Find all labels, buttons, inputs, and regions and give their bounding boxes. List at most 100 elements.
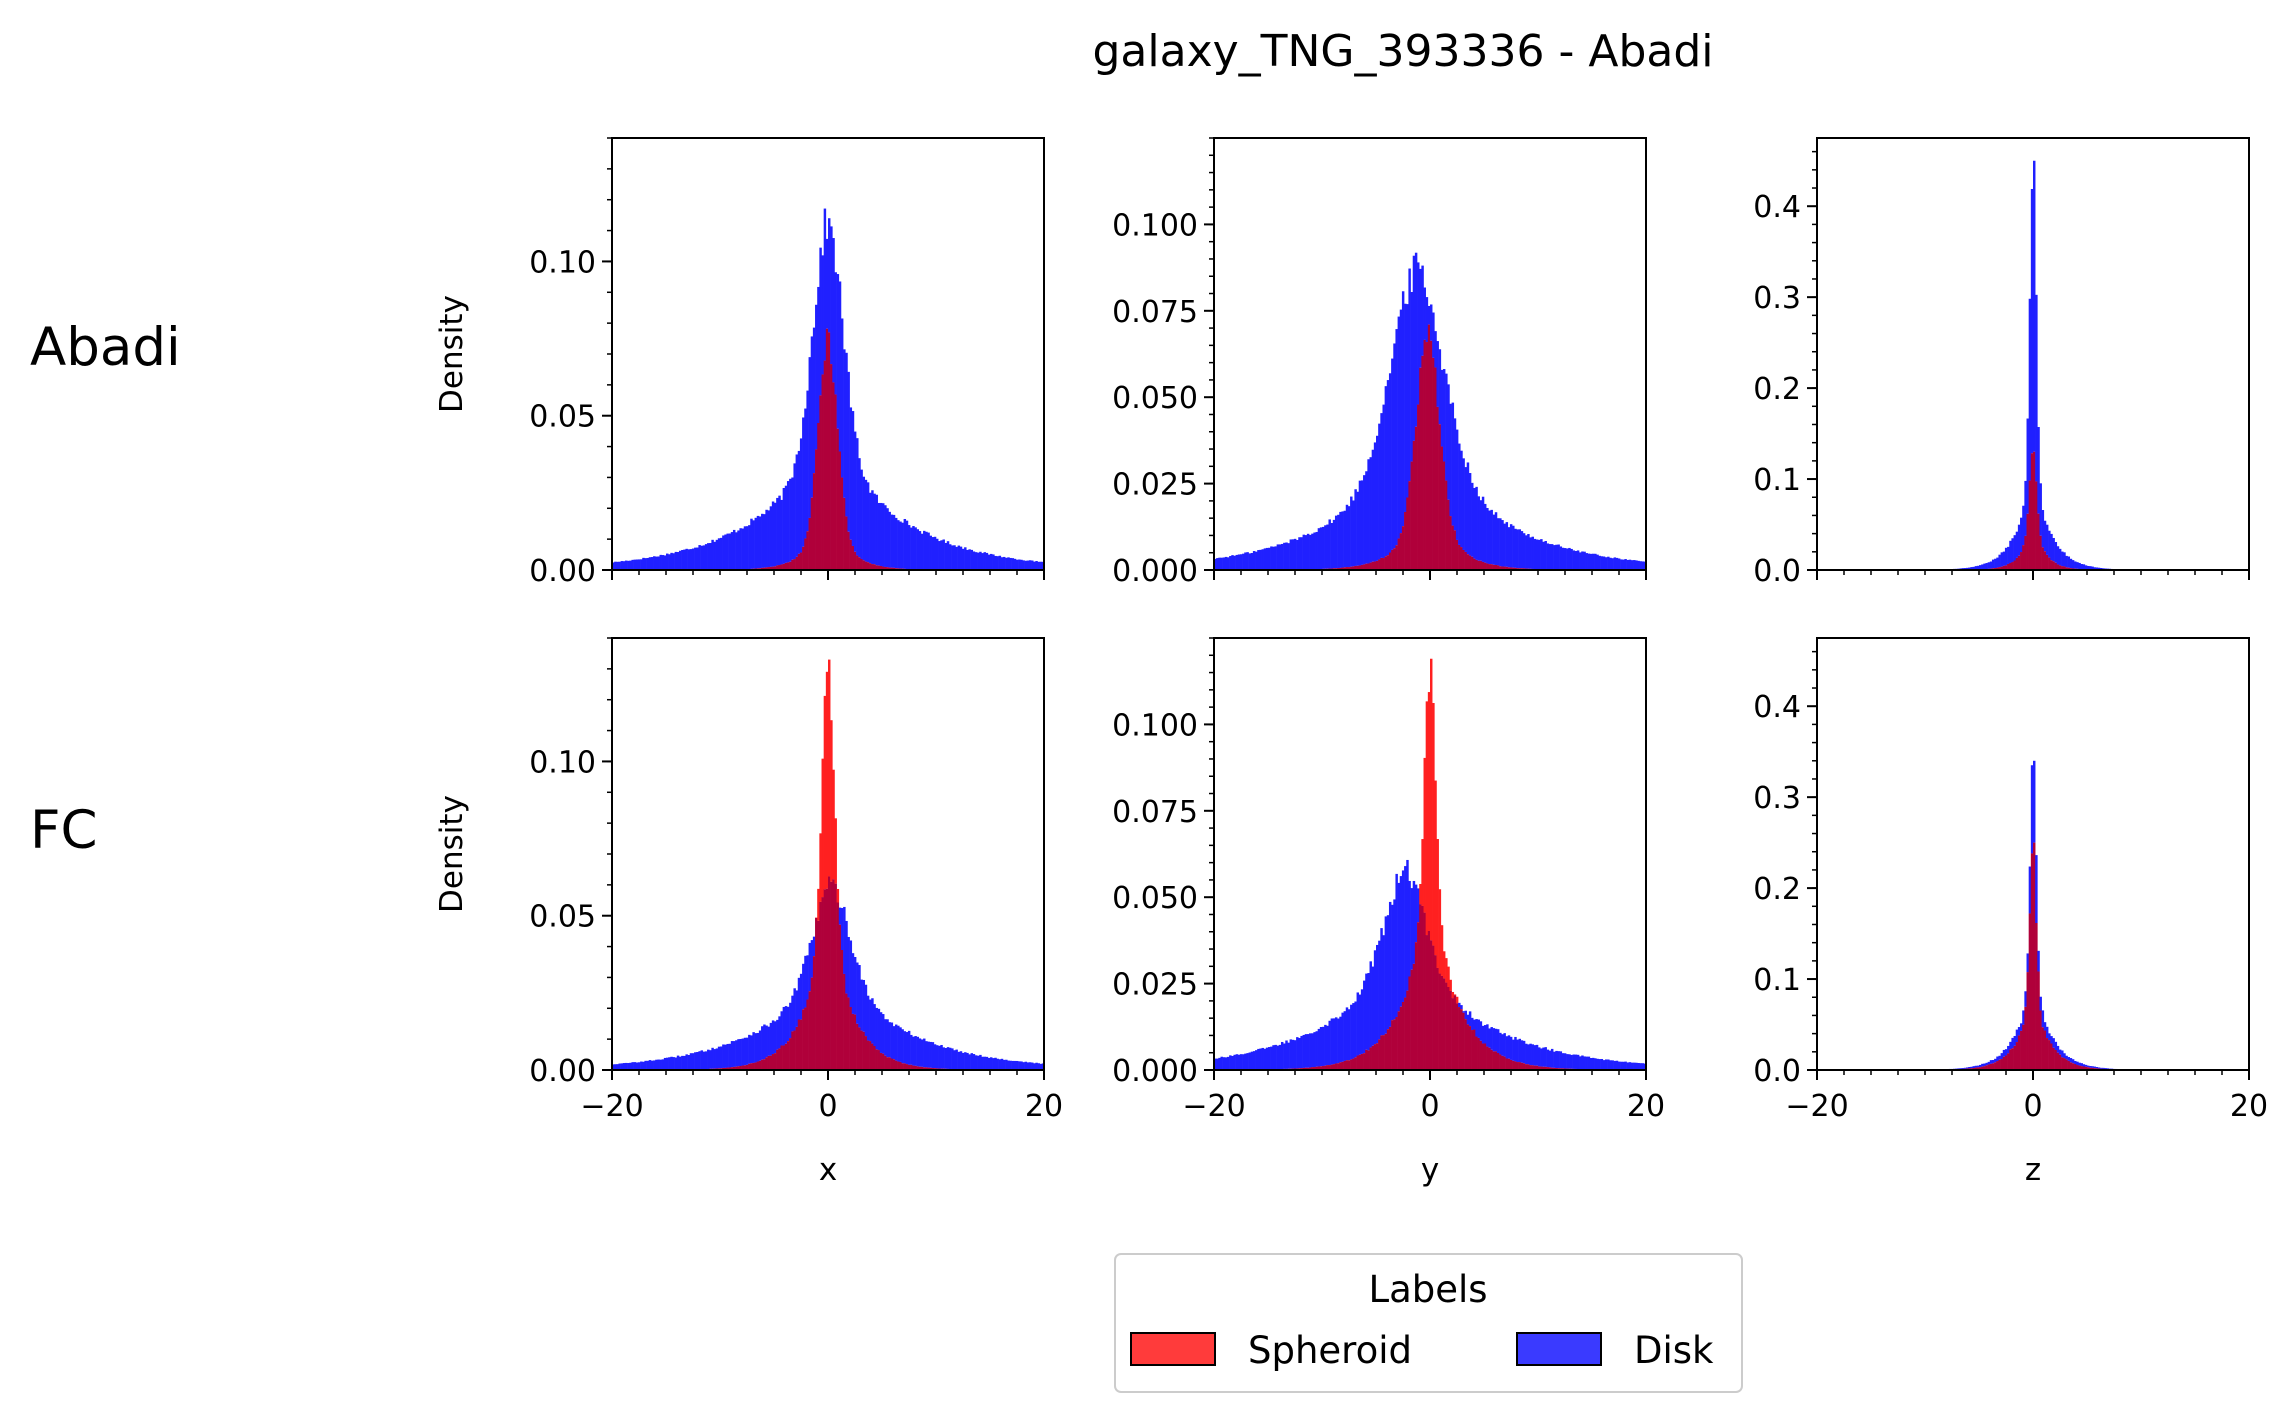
disk-bar bbox=[1380, 928, 1383, 1036]
disk-bar bbox=[1386, 380, 1390, 556]
disk-bar bbox=[1991, 1059, 1995, 1064]
disk-bar bbox=[1033, 1063, 1036, 1070]
disk-bar bbox=[778, 495, 781, 566]
y-tick-label: 0.050 bbox=[1112, 881, 1198, 916]
disk-bar bbox=[1293, 1040, 1297, 1069]
overlap-bar bbox=[1393, 548, 1396, 570]
disk-bar bbox=[1352, 1003, 1355, 1059]
overlap-bar bbox=[1337, 1063, 1340, 1070]
disk-bar bbox=[1354, 1001, 1357, 1058]
disk-bar bbox=[1345, 1007, 1349, 1061]
disk-bar bbox=[1525, 535, 1528, 569]
disk-bar bbox=[1270, 546, 1273, 570]
disk-bar bbox=[1246, 1053, 1249, 1070]
disk-bar bbox=[972, 1054, 976, 1070]
disk-bar bbox=[860, 979, 863, 1031]
y-tick-label: 0.000 bbox=[1112, 1054, 1198, 1089]
overlap-bar bbox=[1488, 1047, 1491, 1070]
disk-bar bbox=[1503, 523, 1506, 567]
disk-bar bbox=[1350, 496, 1353, 567]
overlap-bar bbox=[2028, 480, 2032, 570]
disk-bar bbox=[1360, 989, 1364, 1054]
disk-bar bbox=[743, 526, 747, 570]
disk-bar bbox=[1462, 458, 1465, 550]
overlap-bar bbox=[2004, 565, 2008, 570]
overlap-bar bbox=[748, 1063, 751, 1070]
disk-bar bbox=[2054, 1041, 2058, 1051]
disk-bar bbox=[767, 510, 770, 568]
spheroid-bar bbox=[1445, 958, 1448, 983]
disk-bar bbox=[1404, 303, 1407, 512]
disk-bar bbox=[1475, 486, 1478, 560]
spheroid-bar bbox=[834, 818, 837, 884]
histogram-bars bbox=[1214, 658, 1647, 1070]
disk-bar bbox=[2037, 427, 2040, 514]
disk-bar bbox=[696, 1052, 699, 1070]
disk-bar bbox=[672, 1057, 675, 1070]
overlap-bar bbox=[1514, 567, 1517, 570]
disk-bar bbox=[1615, 557, 1619, 570]
disk-bar bbox=[1994, 1058, 1997, 1063]
disk-bar bbox=[2063, 1053, 2066, 1059]
overlap-bar bbox=[1408, 976, 1411, 1070]
overlap-bar bbox=[1525, 1064, 1528, 1070]
disk-bar bbox=[1494, 1028, 1498, 1052]
disk-bar bbox=[668, 554, 671, 570]
overlap-bar bbox=[754, 1062, 758, 1070]
overlap-bar bbox=[2004, 1055, 2008, 1070]
disk-bar bbox=[2078, 1062, 2081, 1066]
disk-bar bbox=[933, 536, 937, 570]
disk-bar bbox=[2091, 566, 2094, 570]
overlap-bar bbox=[1388, 1026, 1392, 1070]
overlap-bar bbox=[828, 332, 831, 570]
disk-bar bbox=[1410, 292, 1414, 462]
disk-bar bbox=[890, 514, 894, 568]
disk-bar bbox=[1388, 901, 1392, 1027]
disk-bar bbox=[2020, 517, 2023, 553]
disk-bar bbox=[819, 247, 822, 396]
disk-bar bbox=[2069, 1058, 2073, 1063]
overlap-bar bbox=[1434, 955, 1437, 1070]
overlap-bar bbox=[1427, 324, 1431, 570]
disk-bar bbox=[793, 463, 796, 560]
overlap-bar bbox=[786, 1041, 790, 1070]
disk-bar bbox=[691, 548, 695, 570]
disk-bar bbox=[998, 1059, 1002, 1070]
overlap-bar bbox=[2007, 563, 2010, 570]
disk-bar bbox=[1555, 1050, 1558, 1069]
overlap-bar bbox=[1468, 555, 1472, 570]
overlap-bar bbox=[1449, 516, 1452, 570]
disk-bar bbox=[946, 1047, 950, 1069]
disk-bar bbox=[1581, 1055, 1584, 1070]
disk-bar bbox=[914, 527, 917, 570]
overlap-bar bbox=[730, 1067, 734, 1070]
row-label-abadi: Abadi bbox=[30, 317, 181, 378]
x-tick-label: 20 bbox=[2230, 1089, 2268, 1124]
overlap-bar bbox=[1445, 480, 1448, 570]
overlap-bar bbox=[2084, 1066, 2088, 1070]
overlap-bar bbox=[2011, 1048, 2014, 1070]
disk-bar bbox=[856, 438, 859, 556]
disk-bar bbox=[730, 532, 734, 570]
overlap-bar bbox=[1432, 945, 1435, 1070]
overlap-bar bbox=[765, 1057, 768, 1070]
disk-bar bbox=[672, 553, 675, 570]
histogram-bars bbox=[1817, 160, 2250, 570]
disk-bar bbox=[614, 1064, 617, 1070]
disk-bar bbox=[2000, 552, 2004, 567]
overlap-bar bbox=[2041, 1027, 2045, 1070]
overlap-bar bbox=[1334, 1063, 1338, 1070]
overlap-bar bbox=[920, 1066, 924, 1070]
disk-bar bbox=[1363, 980, 1366, 1054]
spheroid-bar bbox=[1419, 883, 1422, 905]
disk-bar bbox=[627, 560, 630, 570]
overlap-bar bbox=[1386, 555, 1390, 570]
disk-bar bbox=[1028, 1062, 1032, 1070]
disk-bar bbox=[1637, 560, 1640, 570]
overlap-bar bbox=[1484, 562, 1487, 570]
overlap-bar bbox=[907, 1064, 911, 1070]
disk-bar bbox=[884, 505, 887, 567]
disk-bar bbox=[2058, 548, 2062, 566]
disk-bar bbox=[981, 553, 984, 570]
disk-bar bbox=[2017, 1027, 2021, 1036]
